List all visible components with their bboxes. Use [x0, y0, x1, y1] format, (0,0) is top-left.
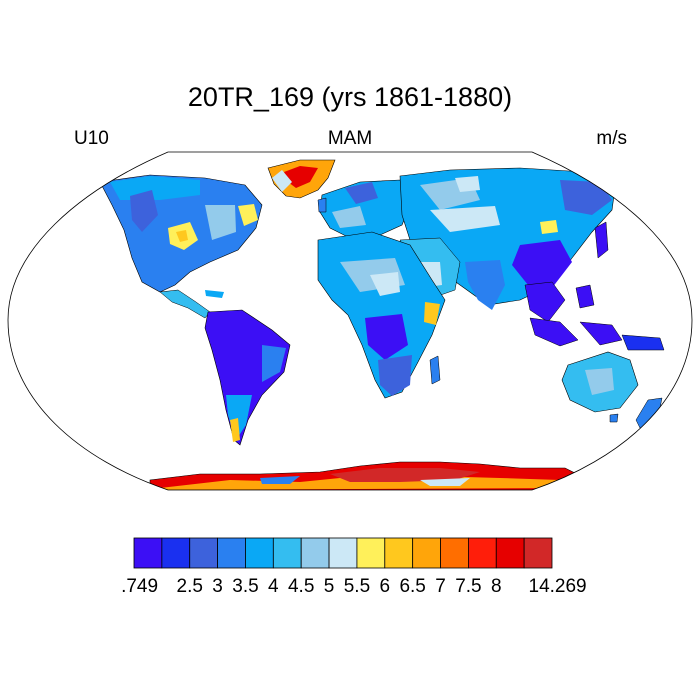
colorbar-box	[495, 537, 525, 569]
china-dark	[512, 240, 572, 288]
central-asia-pale	[430, 206, 500, 232]
congo-dark	[365, 314, 408, 360]
colorbar-label: 5.5	[344, 576, 370, 597]
indonesia-1	[529, 317, 579, 347]
colorbar-box	[272, 537, 302, 569]
philippines	[575, 284, 595, 309]
colorbar-label: 7	[435, 576, 446, 597]
colorbar-label: 14.269	[529, 576, 587, 597]
europe-north-dark	[345, 182, 378, 204]
antarctica-core	[330, 468, 480, 482]
madagascar	[429, 355, 441, 385]
season-label: MAM	[327, 128, 373, 149]
new-guinea	[621, 334, 665, 351]
colorbar-label: 7.5	[455, 576, 481, 597]
japan	[594, 221, 609, 259]
southern-africa	[378, 355, 412, 396]
na-light	[205, 205, 236, 240]
south-america	[204, 309, 291, 446]
colorbar-label: 6	[380, 576, 391, 597]
colorbar-label: .749	[121, 576, 158, 597]
colorbar-label: 4	[268, 576, 279, 597]
colorbar-boxes	[133, 537, 553, 569]
colorbar-box	[440, 537, 469, 569]
australia-center	[585, 368, 614, 395]
map-frame	[7, 151, 693, 491]
east-africa-yellow	[424, 302, 440, 325]
colorbar-box	[133, 537, 163, 569]
uk	[317, 197, 327, 213]
na-east-yellow	[238, 204, 258, 226]
indonesia-2	[579, 321, 623, 346]
colorbar-label: 4.5	[288, 576, 314, 597]
colorbar-box	[300, 537, 330, 569]
colorbar-label: 6.5	[399, 576, 425, 597]
colorbar-labels: .749 2.5 3 3.5 4 4.5 5 5.5 6 6.5 7 7.5 8 14.269	[121, 576, 587, 597]
colorbar-label: 5	[324, 576, 335, 597]
na-west-dark	[130, 190, 158, 232]
figure-title: 20TR_169 (yrs 1861-1880)	[187, 82, 513, 112]
colorbar-box	[356, 537, 386, 569]
colorbar-box	[328, 537, 358, 569]
colorbar-box	[217, 537, 246, 569]
greenland-core	[284, 166, 318, 188]
sa-patagonia	[230, 418, 240, 442]
indochina	[524, 281, 566, 323]
colorbar-box	[189, 537, 219, 569]
siberia-pale	[455, 176, 480, 192]
antarctica-pale	[420, 478, 470, 486]
india	[465, 260, 505, 310]
asia-east-yellow	[540, 220, 558, 234]
greenland-edge	[272, 170, 292, 192]
colorbar-label: 8	[491, 576, 502, 597]
colorbar-box	[161, 537, 191, 569]
tasmania	[609, 413, 619, 423]
land-fields	[99, 159, 665, 490]
colorbar-label: 3	[212, 576, 223, 597]
caribbean	[205, 290, 224, 298]
sa-east	[262, 345, 286, 382]
europe-light	[332, 206, 366, 228]
colorbar-box	[245, 537, 274, 569]
na-plains-orange	[176, 230, 188, 242]
colorbar-box	[412, 537, 441, 569]
colorbar-box	[523, 537, 553, 569]
sahara-pale	[370, 272, 400, 296]
east-siberia	[560, 180, 612, 215]
units-label: m/s	[596, 128, 627, 149]
colorbar-label: 2.5	[177, 576, 203, 597]
colorbar-box	[467, 537, 497, 569]
colorbar-box	[384, 537, 414, 569]
antarctica-blue	[260, 476, 300, 484]
colorbar-label: 3.5	[232, 576, 258, 597]
na-arctic	[110, 176, 200, 200]
variable-label: U10	[74, 128, 109, 149]
